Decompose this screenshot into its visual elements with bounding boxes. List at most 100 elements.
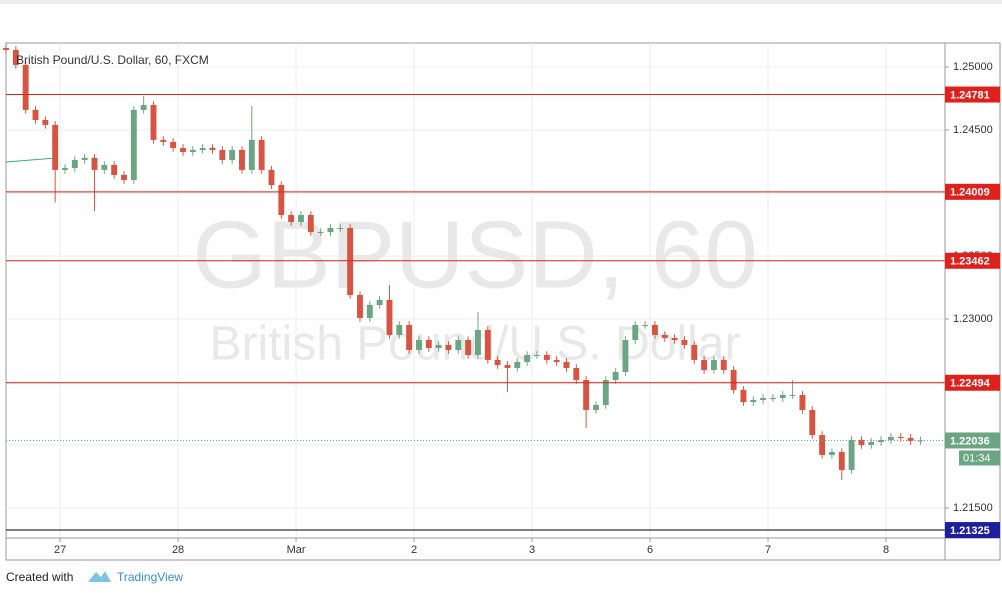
candle-body [22, 64, 29, 110]
candle-body [475, 329, 481, 356]
candle-body [307, 215, 314, 233]
x-tick-label: 8 [883, 544, 889, 556]
level-label: 1.23462 [950, 256, 990, 268]
candle-body [52, 124, 59, 170]
candle-body [769, 397, 776, 399]
level-label-bg [945, 522, 1000, 539]
x-tick-label: 3 [529, 544, 535, 556]
candle-body [897, 437, 904, 439]
candle-body [130, 109, 137, 180]
candle-body [632, 325, 639, 341]
chart-title: British Pound/U.S. Dollar, 60, FXCM [16, 53, 209, 67]
grid [6, 43, 945, 538]
chart-frame [5, 42, 1001, 561]
candle-body [514, 361, 521, 369]
x-tick-label: 2 [411, 544, 417, 556]
countdown-label: 01:34 [963, 452, 991, 464]
candle-body [180, 147, 186, 153]
candle-body [602, 379, 609, 406]
level-label-bg [945, 374, 1000, 391]
candle-body [455, 340, 462, 350]
candle-body [917, 440, 924, 442]
candle-body [622, 340, 629, 373]
candle-body [42, 119, 49, 125]
x-tick-label: Mar [287, 544, 306, 556]
candle-body [327, 227, 334, 233]
current-price-bg [945, 432, 1000, 449]
candle-body [907, 437, 914, 441]
candle-body [465, 340, 472, 356]
top-strip [0, 0, 1002, 4]
candle-body [730, 370, 737, 390]
candle-body [337, 227, 344, 229]
candle-body [799, 394, 806, 410]
level-label: 1.22494 [950, 378, 991, 390]
candle-body [809, 409, 816, 436]
candle-body [71, 159, 78, 169]
tradingview-logo [88, 571, 111, 582]
candle-body [229, 149, 236, 160]
watermark: GBPUSD, 60 [192, 201, 758, 308]
candle-body [710, 359, 717, 371]
candle-body [317, 232, 324, 234]
candle-body [701, 359, 708, 371]
candle-body [828, 452, 835, 455]
candle-body [779, 394, 786, 398]
level-label-bg [945, 252, 1000, 269]
x-tick-label: 28 [172, 544, 184, 556]
candle-body [189, 149, 196, 153]
candle-body [553, 359, 560, 362]
countdown-bg [959, 450, 1000, 466]
candle-body [170, 141, 177, 148]
y-tick-label: 1.23000 [953, 313, 993, 325]
candle-body [386, 299, 393, 335]
footer-brand[interactable]: TradingView [117, 570, 183, 584]
candle-body [848, 439, 855, 470]
candle-body [789, 394, 796, 396]
current-price-label: 1.22036 [950, 435, 990, 447]
candle-body [248, 139, 255, 170]
candle-body [396, 325, 403, 335]
candle-body [357, 295, 363, 318]
x-tick-label: 27 [54, 544, 66, 556]
candle-body [111, 164, 118, 175]
trend-drawing [5, 157, 57, 163]
candle-body [376, 299, 383, 305]
footer-text: Created with [6, 570, 73, 584]
candle-body [445, 344, 452, 350]
candle-body [494, 359, 501, 365]
candle-body [740, 389, 747, 403]
candle-body [209, 147, 216, 150]
candle-body [573, 368, 580, 380]
candle-body [642, 325, 649, 327]
candle-body [878, 439, 885, 442]
candle-body [347, 227, 354, 296]
candle-body [868, 441, 875, 445]
candle-body [288, 215, 295, 222]
y-tick-label: 1.25000 [953, 61, 993, 73]
candle-body [298, 215, 304, 222]
candle-body [160, 139, 167, 142]
level-label-bg [945, 183, 1000, 200]
candle-body [838, 452, 845, 470]
candle-body [671, 338, 678, 341]
candle-body [3, 48, 9, 50]
candle-body [406, 325, 413, 350]
overlay [6, 94, 945, 531]
candle-body [32, 109, 39, 120]
candle-body [592, 405, 599, 410]
level-label: 1.24781 [950, 89, 990, 101]
candle-body [416, 340, 422, 350]
candle-body [199, 147, 206, 150]
candle-body [691, 344, 698, 360]
candle-body [435, 344, 442, 348]
x-tick-label: 6 [647, 544, 653, 556]
candle-body [12, 49, 19, 65]
candle-body [268, 169, 275, 186]
candle-body [258, 139, 265, 170]
candle-body [661, 334, 668, 339]
candle-body [91, 157, 98, 170]
level-label: 1.24009 [950, 187, 990, 199]
